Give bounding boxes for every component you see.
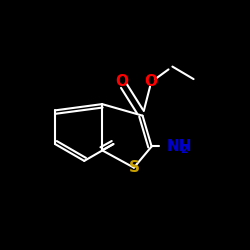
Text: O: O [145, 74, 158, 90]
Text: NH: NH [166, 139, 192, 154]
Text: O: O [115, 74, 128, 90]
Text: 2: 2 [180, 145, 188, 155]
Text: S: S [128, 160, 140, 175]
